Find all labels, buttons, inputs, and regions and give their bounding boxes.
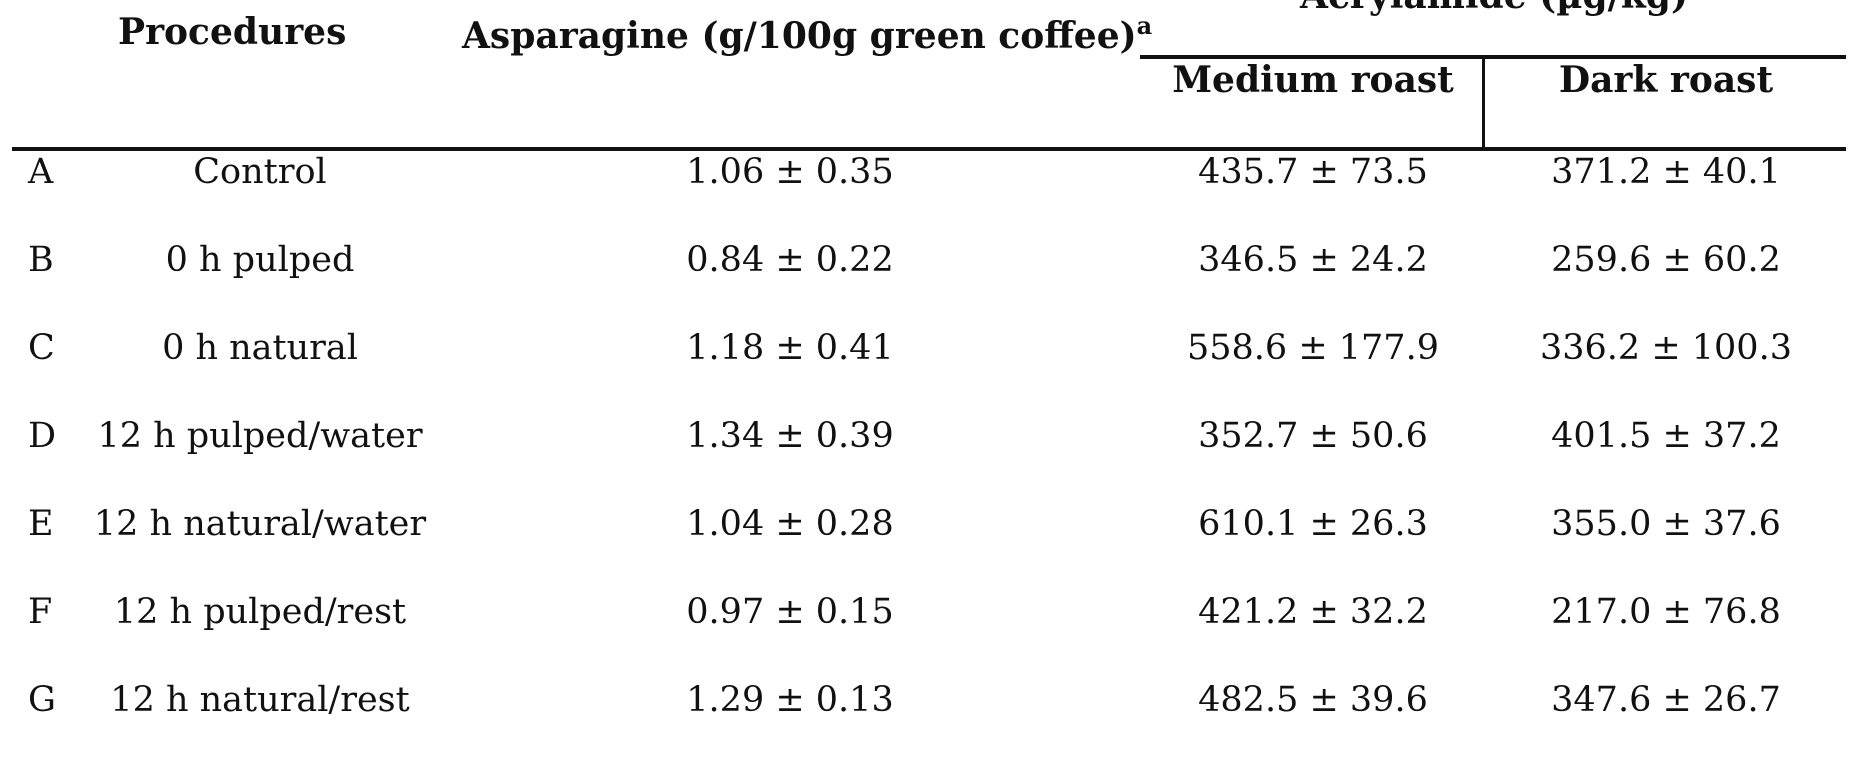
header-column-divider (1482, 57, 1485, 150)
table-row: C 0 h natural 1.18 ± 0.41 558.6 ± 177.9 336.… (0, 327, 1850, 415)
row-asparagine: 1.04 ± 0.28 (686, 504, 894, 544)
row-id: A (28, 152, 54, 192)
table-row: G 12 h natural/rest 1.29 ± 0.13 482.5 ± 39.… (0, 679, 1850, 767)
header-medium-roast: Medium roast (1172, 59, 1454, 101)
row-dark-roast: 217.0 ± 76.8 (1551, 592, 1781, 632)
row-medium-roast: 352.7 ± 50.6 (1198, 416, 1428, 456)
row-dark-roast: 259.6 ± 60.2 (1551, 240, 1781, 280)
row-dark-roast: 336.2 ± 100.3 (1540, 328, 1792, 368)
header-asparagine-label: Asparagine (g/100g green coffee) (462, 15, 1137, 57)
header-asparagine-footnote: a (1136, 11, 1153, 40)
row-dark-roast: 347.6 ± 26.7 (1551, 680, 1781, 720)
table-row: E 12 h natural/water 1.04 ± 0.28 610.1 ± 26… (0, 503, 1850, 591)
row-procedure: 0 h natural (162, 328, 358, 368)
row-asparagine: 1.06 ± 0.35 (686, 152, 894, 192)
row-procedure: 12 h natural/water (93, 504, 427, 544)
row-procedure: 12 h pulped/water (97, 416, 423, 456)
row-procedure: 12 h natural/rest (110, 680, 410, 720)
row-procedure: 12 h pulped/rest (113, 592, 407, 632)
table-row: D 12 h pulped/water 1.34 ± 0.39 352.7 ± 50.… (0, 415, 1850, 503)
header-dark-roast: Dark roast (1558, 59, 1774, 101)
row-asparagine: 0.97 ± 0.15 (686, 592, 894, 632)
row-procedure: 0 h pulped (165, 240, 355, 280)
row-id: G (28, 680, 56, 720)
row-dark-roast: 401.5 ± 37.2 (1551, 416, 1781, 456)
header-procedures: Procedures (118, 14, 346, 50)
row-id: D (28, 416, 57, 456)
row-asparagine: 1.34 ± 0.39 (686, 416, 894, 456)
row-medium-roast: 346.5 ± 24.2 (1198, 240, 1428, 280)
row-medium-roast: 421.2 ± 32.2 (1198, 592, 1428, 632)
table-row: F 12 h pulped/rest 0.97 ± 0.15 421.2 ± 32.2… (0, 591, 1850, 679)
row-dark-roast: 371.2 ± 40.1 (1551, 152, 1781, 192)
table-row: A Control 1.06 ± 0.35 435.7 ± 73.5 371.2 ± 4… (0, 151, 1850, 239)
row-asparagine: 1.18 ± 0.41 (686, 328, 894, 368)
row-medium-roast: 610.1 ± 26.3 (1198, 504, 1428, 544)
header-bottom-rule (12, 147, 1846, 151)
row-medium-roast: 558.6 ± 177.9 (1187, 328, 1439, 368)
row-id: E (28, 504, 54, 544)
row-id: C (28, 328, 55, 368)
row-dark-roast: 355.0 ± 37.6 (1551, 504, 1781, 544)
header-acrylamide: Acrylamide (µg/kg) (1143, 0, 1845, 14)
table-row: B 0 h pulped 0.84 ± 0.22 346.5 ± 24.2 259.6 … (0, 239, 1850, 327)
row-asparagine: 0.84 ± 0.22 (686, 240, 894, 280)
row-medium-roast: 482.5 ± 39.6 (1198, 680, 1428, 720)
row-procedure: Control (193, 152, 327, 192)
header-procedures-label: Procedures (118, 11, 347, 53)
row-id: B (28, 240, 54, 280)
acrylamide-group-rule (1140, 55, 1846, 59)
header-asparagine: Asparagine (g/100g green coffee)a (462, 11, 1153, 57)
row-medium-roast: 435.7 ± 73.5 (1198, 152, 1428, 192)
row-asparagine: 1.29 ± 0.13 (686, 680, 894, 720)
row-id: F (28, 592, 53, 632)
